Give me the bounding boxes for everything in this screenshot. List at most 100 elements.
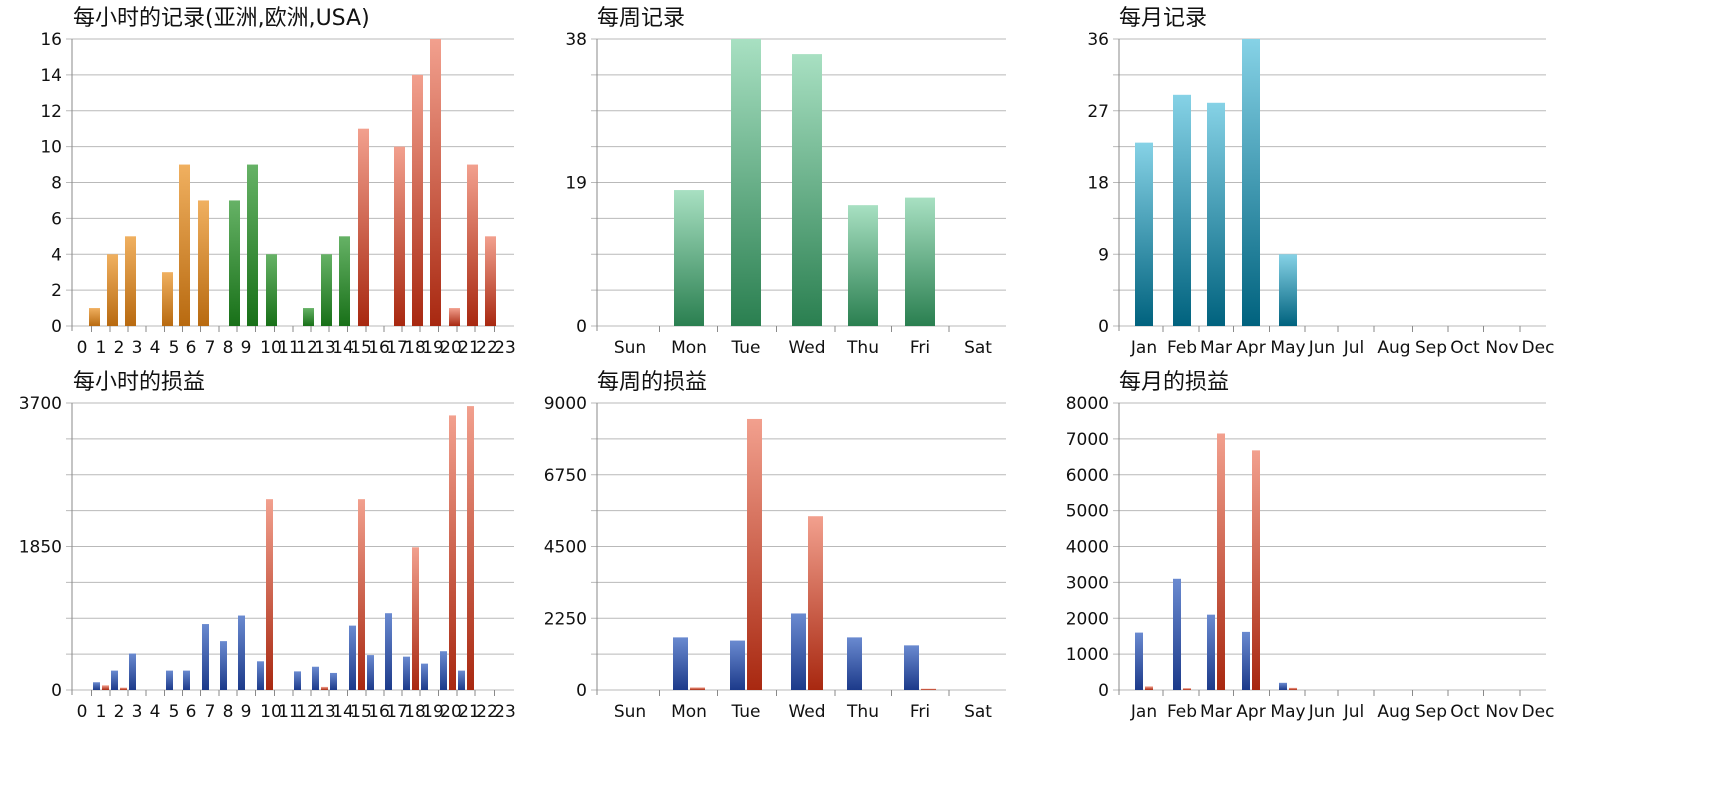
- y-tick-label: 6000: [1066, 466, 1109, 486]
- weekly-records-bar: [792, 54, 822, 327]
- hourly-records-bar: [321, 254, 332, 326]
- x-tick-label: 19: [422, 338, 444, 358]
- hourly-records-bar: [198, 200, 209, 326]
- x-tick-label: Sat: [964, 702, 992, 722]
- x-tick-label: Tue: [730, 702, 760, 722]
- hourly-records-bar: [358, 128, 369, 326]
- hourly-pnl-bar: [358, 499, 365, 690]
- x-tick-label: Wed: [788, 702, 825, 722]
- x-tick-label: May: [1270, 338, 1305, 358]
- weekly-pnl-bar: [904, 645, 919, 690]
- chart-title: 每月记录: [1119, 6, 1207, 31]
- hourly-records-bar: [394, 146, 405, 326]
- x-tick-label: Thu: [846, 702, 879, 722]
- monthly-pnl-bar: [1289, 687, 1297, 690]
- weekly-pnl-bar: [921, 688, 936, 690]
- x-tick-label: May: [1270, 702, 1305, 722]
- x-tick-label: 17: [386, 338, 408, 358]
- x-tick-label: 23: [494, 338, 516, 358]
- hourly-pnl-bar: [238, 615, 245, 690]
- x-tick-label: 18: [404, 702, 426, 722]
- y-tick-label: 2: [51, 281, 62, 301]
- y-tick-label: 0: [576, 681, 587, 701]
- y-tick-label: 0: [1098, 317, 1109, 337]
- x-tick-label: 22: [476, 702, 498, 722]
- x-tick-label: Sun: [614, 702, 646, 722]
- hourly-pnl-bar: [467, 406, 474, 690]
- x-tick-label: 1: [96, 702, 107, 722]
- weekly-pnl-bar: [791, 613, 806, 690]
- x-tick-label: 20: [440, 338, 462, 358]
- hourly-pnl-bar: [183, 670, 190, 690]
- monthly-pnl-bar: [1135, 632, 1143, 690]
- y-tick-label: 6750: [544, 466, 587, 486]
- hourly-pnl-bar: [412, 547, 419, 690]
- hourly-pnl-bar: [93, 682, 100, 690]
- y-tick-label: 0: [576, 317, 587, 337]
- monthly-records-bar: [1135, 142, 1153, 326]
- y-tick-label: 3700: [19, 394, 62, 414]
- chart-title: 每周的损益: [597, 370, 707, 395]
- hourly-pnl-bar: [385, 613, 392, 690]
- x-tick-label: 7: [205, 338, 216, 358]
- hourly-records-bar: [179, 164, 190, 326]
- weekly-pnl-bar: [808, 516, 823, 690]
- y-tick-label: 0: [1098, 681, 1109, 701]
- x-tick-label: 8: [223, 702, 234, 722]
- y-tick-label: 1000: [1066, 645, 1109, 665]
- x-tick-label: Mon: [671, 702, 707, 722]
- hourly-pnl-bar: [349, 625, 356, 690]
- monthly-pnl-bar: [1207, 614, 1215, 690]
- hourly-records-bar: [430, 39, 441, 326]
- x-tick-label: Nov: [1485, 338, 1518, 358]
- hourly-records-bar: [449, 308, 460, 326]
- x-tick-label: Wed: [788, 338, 825, 358]
- hourly-records-bar: [485, 236, 496, 326]
- y-tick-label: 8000: [1066, 394, 1109, 414]
- x-tick-label: 10: [260, 338, 282, 358]
- x-tick-label: 6: [186, 338, 197, 358]
- y-tick-label: 0: [51, 681, 62, 701]
- y-tick-label: 36: [1087, 30, 1109, 50]
- y-tick-label: 2250: [544, 609, 587, 629]
- x-tick-label: Tue: [730, 338, 760, 358]
- x-tick-label: 4: [150, 338, 161, 358]
- weekly-records-bar: [848, 205, 878, 326]
- x-tick-label: Sep: [1415, 702, 1447, 722]
- y-tick-label: 6: [51, 209, 62, 229]
- hourly-pnl-bar: [257, 661, 264, 690]
- x-tick-label: Jan: [1130, 702, 1157, 722]
- hourly-records-bar: [266, 254, 277, 326]
- x-tick-label: 10: [260, 702, 282, 722]
- x-tick-label: 16: [368, 338, 390, 358]
- monthly-records-bar: [1242, 39, 1260, 326]
- weekly-pnl-bar: [690, 687, 705, 690]
- x-tick-label: 8: [223, 338, 234, 358]
- y-tick-label: 27: [1087, 102, 1109, 122]
- x-tick-label: 0: [77, 702, 88, 722]
- x-tick-label: Thu: [846, 338, 879, 358]
- hourly-pnl-bar: [440, 651, 447, 690]
- x-tick-label: 6: [186, 702, 197, 722]
- x-tick-label: Jan: [1130, 338, 1157, 358]
- x-tick-label: 16: [368, 702, 390, 722]
- x-tick-label: 11: [278, 338, 300, 358]
- y-tick-label: 16: [40, 30, 62, 50]
- hourly-pnl-bar: [403, 656, 410, 690]
- x-tick-label: Dec: [1522, 702, 1555, 722]
- x-tick-label: 3: [132, 338, 143, 358]
- x-tick-label: 2: [114, 338, 125, 358]
- x-tick-label: 12: [296, 338, 318, 358]
- x-tick-label: 14: [332, 702, 354, 722]
- x-tick-label: 4: [150, 702, 161, 722]
- monthly-pnl-bar: [1242, 631, 1250, 690]
- monthly-records-bar: [1207, 102, 1225, 327]
- weekly-pnl-bar: [673, 637, 688, 690]
- y-tick-label: 14: [40, 66, 62, 86]
- y-tick-label: 2000: [1066, 609, 1109, 629]
- hourly-pnl-bar: [294, 671, 301, 690]
- x-tick-label: Oct: [1450, 702, 1480, 722]
